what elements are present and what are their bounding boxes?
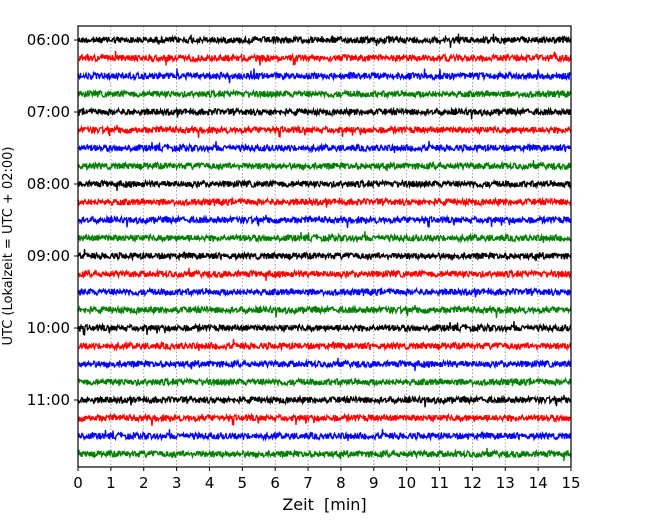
trace-0945 (77, 304, 572, 318)
trace-0730 (77, 140, 572, 154)
grid-lines (110, 26, 539, 467)
seismic-traces (77, 33, 572, 461)
x-tick-label: 4 (205, 474, 215, 492)
y-tick-label: 06:00 (27, 31, 70, 49)
x-tick-label: 3 (172, 474, 182, 492)
trace-1045 (77, 376, 572, 388)
x-tick-label: 15 (561, 474, 580, 492)
x-tick-label: 8 (336, 474, 346, 492)
trace-0900 (77, 248, 572, 262)
x-tick-label: 0 (73, 474, 83, 492)
y-tick-label: 07:00 (27, 103, 70, 121)
trace-0700 (77, 106, 572, 120)
trace-0630 (77, 68, 572, 84)
y-tick-label: 09:00 (27, 247, 70, 265)
x-axis-label: Zeit [min] (282, 495, 366, 514)
x-axis: 0 1 2 3 4 5 6 7 8 9 10 11 12 13 14 15 (73, 467, 581, 492)
x-tick-label: 14 (529, 474, 548, 492)
y-axis: 06:00 07:00 08:00 09:00 10:00 11:00 (27, 31, 78, 409)
trace-0600 (77, 33, 572, 48)
trace-1015 (77, 338, 572, 352)
trace-0845 (77, 231, 572, 244)
y-axis-label: UTC (Lokalzeit = UTC + 02:00) (1, 147, 16, 346)
trace-0615 (77, 50, 572, 66)
trace-0915 (77, 267, 572, 281)
x-tick-label: 7 (303, 474, 313, 492)
y-tick-label: 11:00 (27, 391, 70, 409)
y-tick-label: 10:00 (27, 319, 70, 337)
plot-frame (77, 25, 572, 468)
x-tick-label: 9 (369, 474, 379, 492)
trace-0930 (77, 286, 572, 298)
trace-0745 (77, 159, 572, 172)
x-tick-label: 12 (463, 474, 482, 492)
x-tick-label: 10 (397, 474, 416, 492)
x-tick-label: 2 (139, 474, 149, 492)
x-tick-label: 13 (496, 474, 515, 492)
y-tick-label: 08:00 (27, 175, 70, 193)
trace-1000 (77, 321, 572, 336)
trace-1100 (77, 394, 572, 408)
trace-1145 (77, 447, 572, 461)
trace-0830 (77, 214, 572, 228)
trace-0715 (77, 124, 572, 138)
trace-0800 (77, 178, 572, 191)
x-tick-label: 6 (270, 474, 280, 492)
x-tick-label: 11 (430, 474, 449, 492)
trace-1130 (77, 428, 572, 442)
trace-0815 (77, 196, 572, 208)
trace-0645 (77, 88, 572, 100)
x-tick-label: 1 (106, 474, 116, 492)
trace-1030 (77, 357, 572, 371)
x-tick-label: 5 (238, 474, 248, 492)
trace-1115 (77, 412, 572, 426)
